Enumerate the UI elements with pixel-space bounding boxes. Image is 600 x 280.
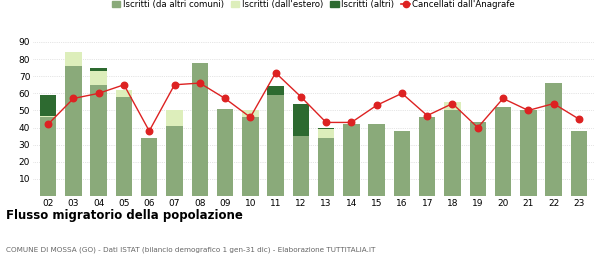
- Bar: [217, 109, 233, 196]
- Bar: [293, 104, 309, 136]
- Bar: [166, 110, 183, 126]
- Bar: [242, 117, 259, 196]
- Bar: [91, 85, 107, 196]
- Bar: [318, 128, 334, 129]
- Bar: [444, 102, 461, 110]
- Point: [145, 129, 154, 133]
- Bar: [65, 66, 82, 196]
- Bar: [116, 97, 132, 196]
- Point: [473, 125, 482, 130]
- Bar: [368, 124, 385, 196]
- Point: [448, 101, 457, 106]
- Point: [322, 120, 331, 125]
- Bar: [545, 83, 562, 196]
- Point: [523, 108, 533, 113]
- Bar: [520, 110, 536, 196]
- Bar: [571, 131, 587, 196]
- Bar: [318, 138, 334, 196]
- Bar: [91, 68, 107, 71]
- Point: [397, 91, 407, 95]
- Bar: [40, 116, 56, 117]
- Point: [94, 91, 104, 95]
- Point: [372, 103, 382, 108]
- Bar: [470, 122, 486, 196]
- Bar: [242, 110, 259, 117]
- Point: [195, 81, 205, 85]
- Point: [422, 113, 432, 118]
- Text: Flusso migratorio della popolazione: Flusso migratorio della popolazione: [6, 209, 243, 221]
- Bar: [191, 62, 208, 196]
- Point: [271, 71, 280, 75]
- Bar: [343, 124, 359, 196]
- Bar: [444, 110, 461, 196]
- Point: [220, 96, 230, 101]
- Point: [245, 115, 255, 120]
- Bar: [65, 52, 82, 66]
- Point: [43, 122, 53, 126]
- Bar: [40, 117, 56, 196]
- Bar: [268, 95, 284, 196]
- Point: [119, 83, 129, 87]
- Point: [68, 96, 78, 101]
- Bar: [293, 136, 309, 196]
- Bar: [91, 71, 107, 85]
- Point: [574, 117, 584, 121]
- Point: [296, 95, 305, 99]
- Point: [347, 120, 356, 125]
- Bar: [419, 117, 436, 196]
- Bar: [40, 95, 56, 116]
- Text: COMUNE DI MOSSA (GO) - Dati ISTAT (bilancio demografico 1 gen-31 dic) - Elaboraz: COMUNE DI MOSSA (GO) - Dati ISTAT (bilan…: [6, 246, 376, 253]
- Bar: [495, 107, 511, 196]
- Point: [498, 96, 508, 101]
- Point: [549, 101, 559, 106]
- Bar: [166, 126, 183, 196]
- Bar: [268, 87, 284, 95]
- Legend: Iscritti (da altri comuni), Iscritti (dall'estero), Iscritti (altri), Cancellati: Iscritti (da altri comuni), Iscritti (da…: [112, 0, 515, 9]
- Bar: [394, 131, 410, 196]
- Point: [170, 83, 179, 87]
- Bar: [318, 129, 334, 138]
- Bar: [141, 138, 157, 196]
- Bar: [116, 90, 132, 97]
